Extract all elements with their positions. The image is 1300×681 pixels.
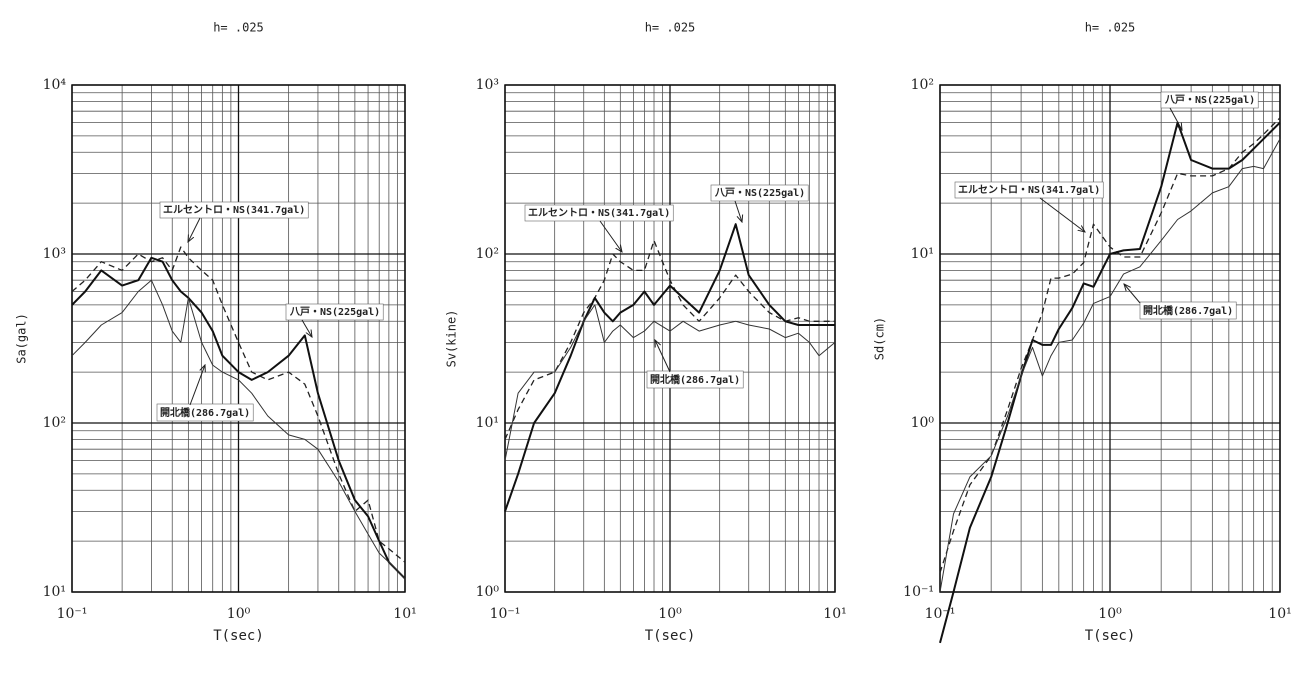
- x-tick-label: 10⁰: [227, 606, 251, 622]
- y-tick-label: 10⁴: [43, 77, 67, 93]
- y-tick-label: 10⁰: [911, 415, 935, 431]
- annotation-box: [524, 204, 674, 222]
- plot-frame: [939, 84, 1281, 593]
- series-line: [504, 304, 836, 461]
- series-line: [939, 138, 1281, 593]
- annotation-arrow: [1039, 197, 1085, 232]
- series-annotation: エルセントロ・NS(341.7gal): [163, 204, 305, 216]
- annotation-box: [1139, 301, 1237, 320]
- annotation-arrow: [301, 319, 312, 337]
- series-annotation: 八戸・NS(225gal): [714, 187, 805, 199]
- annotation-box: [159, 201, 309, 219]
- y-tick-label: 10²: [476, 246, 499, 262]
- series-annotation: 開北橋(286.7gal): [160, 406, 250, 419]
- x-tick-label: 10⁰: [658, 606, 682, 622]
- series-line: [71, 256, 406, 580]
- x-tick-label: 10⁰: [1098, 606, 1122, 622]
- plot-frame: [71, 84, 406, 593]
- series-annotation: 八戸・NS(225gal): [289, 306, 380, 318]
- annotation-box: [646, 370, 744, 389]
- y-axis-label: Sv(kine): [445, 310, 459, 368]
- annotation-arrow: [655, 340, 671, 373]
- annotation-arrow: [599, 220, 622, 252]
- y-tick-label: 10⁰: [476, 584, 500, 600]
- x-axis-label: T(sec): [213, 628, 264, 644]
- x-axis-label: T(sec): [645, 628, 696, 644]
- annotation-arrow: [189, 365, 205, 406]
- series-line: [939, 121, 1281, 644]
- annotation-box: [156, 403, 254, 422]
- x-tick-label: 10⁻¹: [490, 606, 521, 622]
- series-annotation: 開北橋(286.7gal): [650, 373, 740, 386]
- annotation-box: [285, 303, 384, 321]
- annotation-box: [1160, 91, 1259, 109]
- chart-title: h= .025: [1085, 21, 1136, 35]
- y-tick-label: 10²: [43, 415, 66, 431]
- x-tick-label: 10¹: [393, 606, 416, 622]
- series-annotation: 開北橋(286.7gal): [1143, 304, 1233, 317]
- y-tick-label: 10³: [43, 246, 66, 262]
- x-axis-label: T(sec): [1085, 628, 1136, 644]
- x-tick-label: 10⁻¹: [57, 606, 88, 622]
- y-tick-label: 10¹: [43, 584, 66, 600]
- y-tick-label: 10²: [911, 77, 934, 93]
- y-axis-label: Sa(gal): [15, 313, 29, 364]
- series-line: [71, 279, 406, 579]
- series-line: [504, 223, 835, 512]
- x-tick-label: 10¹: [1268, 606, 1291, 622]
- annotation-arrow: [1124, 284, 1141, 304]
- annotation-arrow: [188, 217, 201, 242]
- x-tick-label: 10¹: [823, 606, 846, 622]
- y-tick-label: 10³: [476, 77, 499, 93]
- y-axis-label: Sd(cm): [873, 317, 887, 360]
- x-tick-label: 10⁻¹: [925, 606, 956, 622]
- annotation-arrow: [1169, 107, 1182, 130]
- annotation-box: [710, 184, 809, 202]
- series-annotation: エルセントロ・NS(341.7gal): [528, 207, 670, 219]
- series-annotation: 八戸・NS(225gal): [1164, 94, 1255, 106]
- chart-title: h= .025: [213, 21, 264, 35]
- plot-frame: [504, 84, 836, 593]
- annotation-arrow: [734, 200, 742, 222]
- y-tick-label: 10⁻¹: [903, 584, 934, 600]
- chart-title: h= .025: [645, 21, 696, 35]
- annotation-box: [954, 181, 1104, 199]
- y-tick-label: 10¹: [911, 246, 934, 262]
- y-tick-label: 10¹: [476, 415, 499, 431]
- series-annotation: エルセントロ・NS(341.7gal): [958, 184, 1100, 196]
